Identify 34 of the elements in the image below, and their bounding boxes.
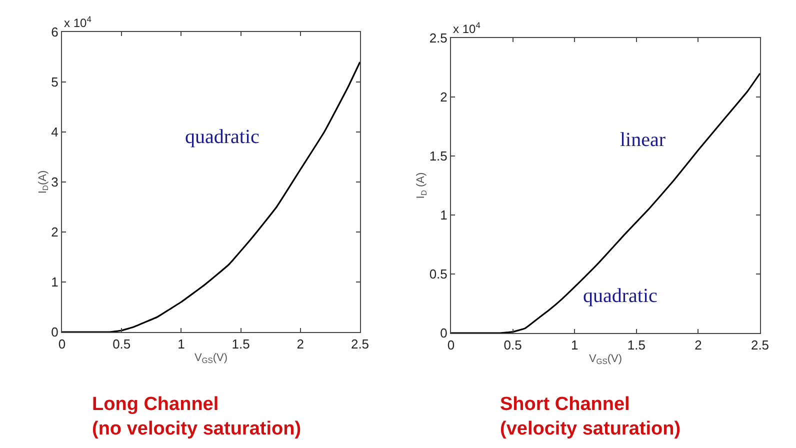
text: x 10$^{4}$ (453, 20, 481, 36)
y-tick-label: 2 (51, 224, 58, 240)
annotation: quadratic (583, 285, 658, 307)
x-tick-label: 1.5 (627, 338, 646, 353)
x-tick-label: 0.5 (112, 336, 131, 352)
line-series (62, 61, 360, 332)
x-tick-label: 1.5 (232, 336, 250, 352)
annotation: linear (620, 129, 666, 151)
x-tick-label: 2 (296, 336, 304, 352)
x-tick-label: 0.5 (504, 338, 522, 353)
x-tick-label: 1 (570, 338, 578, 353)
x-tick-label: 2 (694, 338, 702, 353)
x-tick-label: 1 (178, 336, 185, 352)
text: Long Channel (no velocity saturation) (92, 394, 302, 440)
y-tick-label: 0 (440, 326, 448, 341)
y-tick-label: 1 (440, 208, 448, 223)
y-tick-label: 0 (51, 324, 58, 340)
x-tick-label: 2.5 (350, 336, 370, 352)
text: x 10$^{4}$ (64, 14, 92, 30)
y-tick-label: 2 (440, 90, 448, 105)
y-tick-label: 3 (51, 174, 58, 190)
y-tick-label: 1.5 (429, 148, 448, 164)
y-tick-label: 0.5 (429, 266, 448, 282)
y-tick-label: 6 (51, 24, 58, 40)
y-tick-label: 4 (51, 124, 58, 140)
y-tick-label: 2.5 (429, 30, 448, 46)
text: Short Channel (velocity saturation) (500, 394, 681, 440)
x-axis-title: V$_{GS}$(V) (194, 352, 228, 366)
line-series (451, 72, 760, 333)
x-axis-title: V$_{GS}$(V) (588, 352, 622, 366)
y-tick-label: 5 (51, 74, 58, 90)
annotation: quadratic (185, 126, 260, 148)
y-tick-label: 1 (51, 274, 58, 290)
x-tick-label: 2.5 (750, 338, 770, 353)
